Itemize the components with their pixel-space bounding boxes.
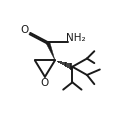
Text: O: O — [41, 78, 49, 88]
Text: NH₂: NH₂ — [66, 33, 86, 43]
Polygon shape — [46, 41, 55, 60]
Text: O: O — [21, 25, 29, 35]
